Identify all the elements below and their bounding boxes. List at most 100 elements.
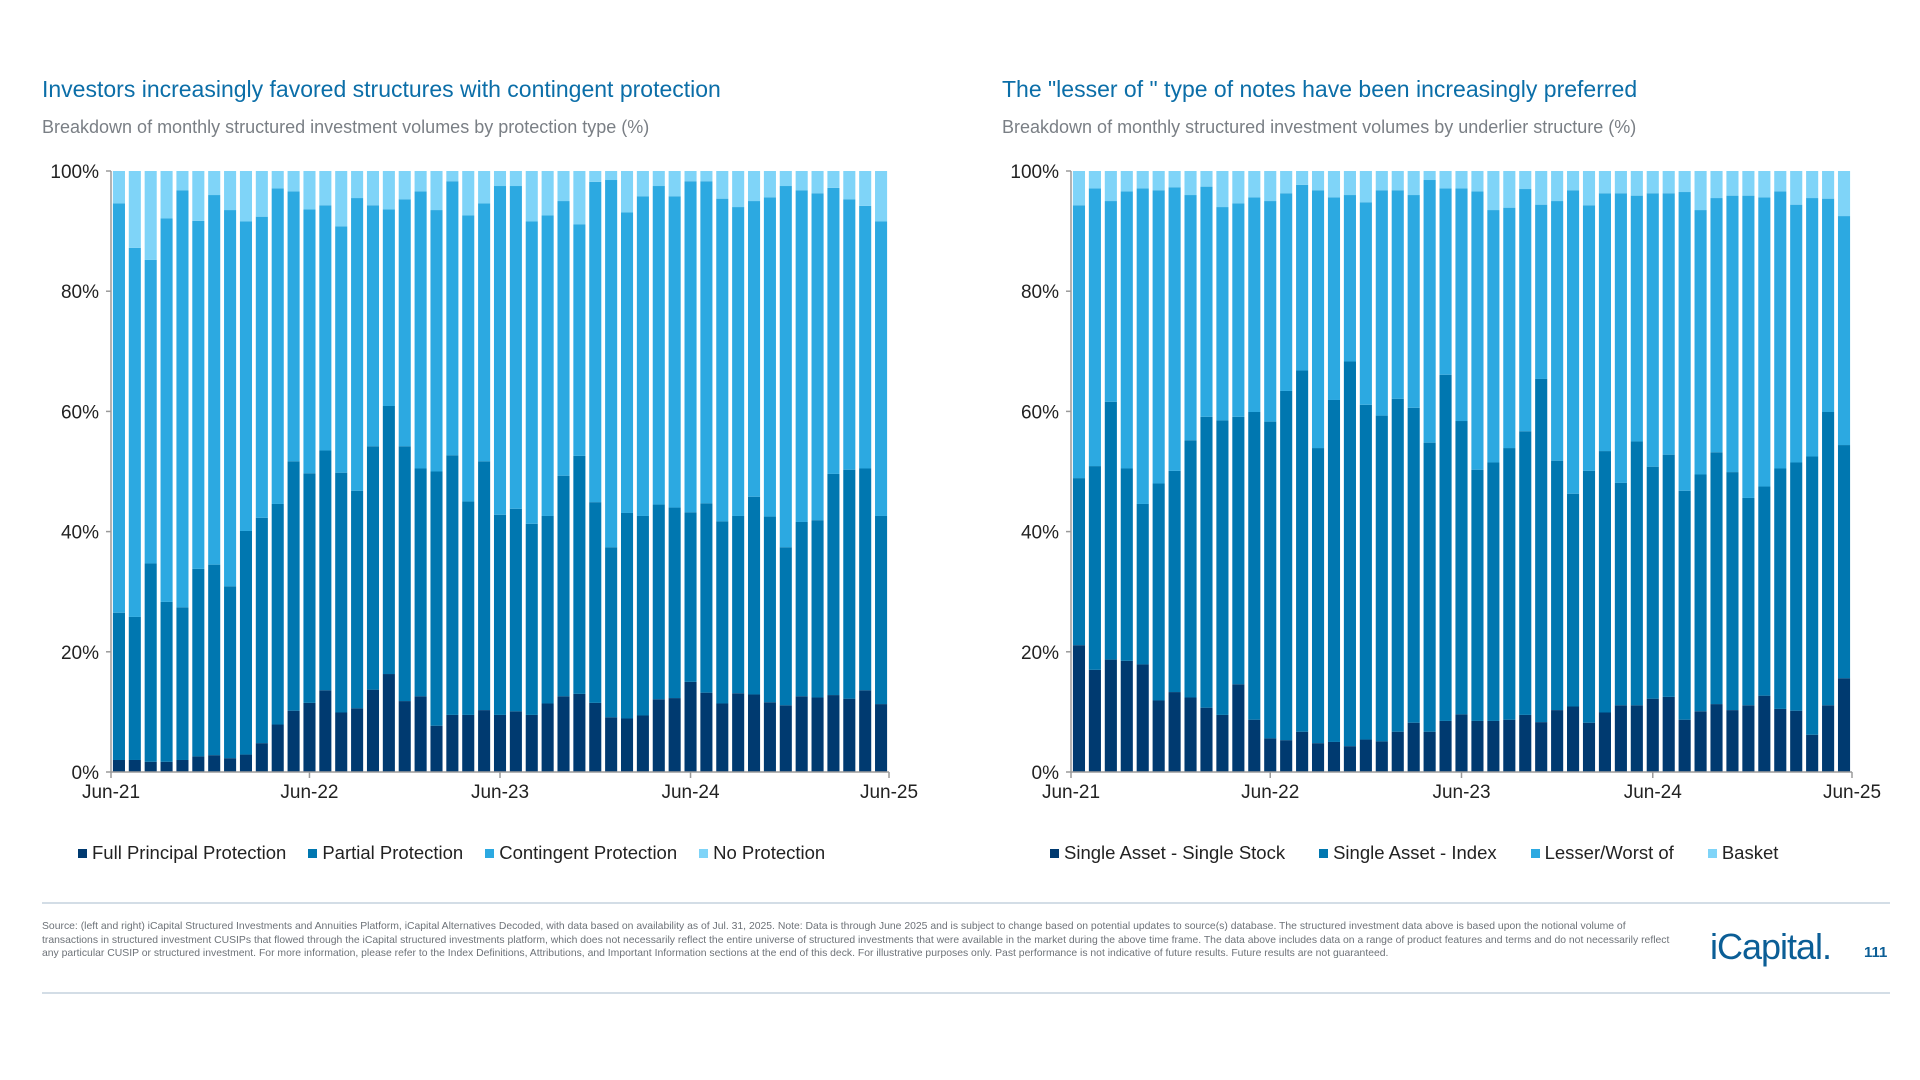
bar-segment-partial-protection (287, 461, 300, 711)
x-tick-label: Jun-23 (471, 782, 529, 803)
bar-segment-contingent-protection (160, 218, 173, 602)
legend-swatch (78, 848, 87, 858)
bar-segment-full-principal-protection (255, 743, 268, 772)
x-tick-label: Jun-25 (860, 782, 918, 803)
bar-Oct-24 (748, 171, 761, 772)
x-tick-label: Jun-25 (1823, 782, 1881, 803)
bar-segment-partial-protection (525, 523, 538, 715)
bar-segment-partial-protection (636, 515, 649, 716)
bar-segment-partial-protection (748, 496, 761, 695)
bar-segment-contingent-protection (748, 201, 761, 497)
bar-segment-no-protection (430, 171, 443, 211)
bar-segment-single-asset-index (1822, 412, 1835, 706)
bar-Mar-24 (636, 171, 649, 772)
bar-segment-basket (1088, 171, 1101, 189)
bar-segment-no-protection (271, 171, 284, 189)
bar-segment-full-principal-protection (446, 714, 459, 772)
bar-segment-no-protection (208, 171, 221, 196)
bar-segment-basket (1614, 171, 1627, 194)
bar-segment-single-asset-index (1248, 412, 1261, 720)
bar-segment-partial-protection (843, 469, 856, 699)
bar-segment-lesser-worst-of (1503, 207, 1516, 449)
bar-segment-single-asset-single-stock (1280, 740, 1293, 772)
bar-segment-single-asset-single-stock (1455, 714, 1468, 772)
bar-segment-single-asset-single-stock (1822, 705, 1835, 772)
bar-segment-no-protection (652, 171, 665, 187)
bar-Sep-22 (1311, 171, 1325, 772)
right-chart-panel: The "lesser of " type of notes have been… (960, 0, 1920, 880)
bar-segment-lesser-worst-of (1822, 198, 1835, 413)
bar-segment-full-principal-protection (351, 708, 364, 772)
bar-May-22 (1248, 171, 1261, 772)
bar-segment-basket (1503, 171, 1516, 208)
bar-segment-partial-protection (668, 507, 681, 699)
bar-segment-lesser-worst-of (1487, 210, 1500, 463)
legend-label: Contingent Protection (499, 842, 678, 863)
bar-segment-contingent-protection (732, 207, 745, 516)
bar-Nov-24 (763, 171, 776, 772)
y-tick-label: 80% (1021, 282, 1059, 303)
bar-segment-no-protection (224, 171, 237, 211)
bar-segment-full-principal-protection (811, 697, 824, 772)
bar-segment-full-principal-protection (271, 724, 284, 772)
bar-segment-full-principal-protection (652, 699, 665, 772)
bar-Jun-25 (875, 171, 888, 772)
bar-Apr-22 (1232, 171, 1245, 772)
bar-segment-lesser-worst-of (1646, 193, 1659, 467)
bar-segment-single-asset-index (1407, 407, 1420, 723)
bar-segment-single-asset-index (1742, 497, 1755, 706)
legend-item-single-asset-single-stock: Single Asset - Single Stock (1050, 842, 1285, 864)
bar-Jan-23 (1375, 171, 1388, 772)
legend-swatch (1707, 848, 1717, 858)
bar-segment-partial-protection (144, 563, 157, 762)
bar-segment-partial-protection (224, 586, 237, 759)
bar-Dec-24 (779, 171, 792, 772)
bar-segment-full-principal-protection (541, 703, 554, 772)
bar-segment-basket (1359, 171, 1372, 203)
footer-top-divider (42, 902, 1890, 904)
bar-Jun-22 (1264, 171, 1277, 772)
bar-Apr-23 (462, 171, 475, 772)
bar-segment-no-protection (509, 171, 522, 187)
bar-segment-partial-protection (652, 504, 665, 700)
bar-segment-lesser-worst-of (1614, 193, 1627, 483)
bar-segment-full-principal-protection (684, 681, 697, 772)
bar-segment-single-asset-single-stock (1598, 712, 1611, 772)
bar-segment-no-protection (414, 171, 427, 192)
bar-Mar-25 (1790, 171, 1803, 772)
bar-segment-basket (1774, 171, 1787, 192)
bar-segment-no-protection (239, 171, 252, 222)
bar-segment-no-protection (112, 171, 125, 204)
bar-segment-single-asset-single-stock (1439, 720, 1452, 772)
bar-segment-basket (1455, 171, 1468, 189)
bar-segment-single-asset-index (1646, 466, 1659, 699)
bar-segment-single-asset-single-stock (1248, 719, 1261, 772)
bar-Oct-21 (176, 171, 189, 772)
protection-type-stacked-bar-chart: 0% 20% 40% 60% 80% 100% Jun-21 Jun-22 Jun-23 Jun-… (50, 162, 918, 803)
bar-segment-partial-protection (620, 512, 634, 719)
bar-segment-partial-protection (493, 514, 507, 715)
bar-Jun-23 (1455, 171, 1468, 772)
bar-segment-single-asset-index (1088, 466, 1101, 670)
bar-segment-partial-protection (859, 468, 872, 691)
legend-swatch (1050, 848, 1059, 858)
bar-segment-lesser-worst-of (1710, 198, 1723, 453)
bar-segment-contingent-protection (144, 259, 157, 564)
bar-segment-no-protection (351, 171, 364, 199)
bar-segment-contingent-protection (589, 181, 602, 503)
bar-segment-contingent-protection (430, 210, 443, 472)
bar-segment-single-asset-index (1391, 398, 1404, 732)
bar-segment-contingent-protection (557, 201, 570, 476)
bar-Jul-22 (319, 171, 332, 772)
bar-segment-single-asset-index (1232, 416, 1245, 685)
y-tick-label: 80% (61, 282, 99, 303)
legend-item-partial-protection: Partial Protection (308, 842, 463, 864)
bar-Jul-23 (509, 171, 522, 772)
page-number: 111 (1864, 944, 1888, 961)
bar-segment-basket (1296, 171, 1309, 185)
bar-segment-partial-protection (335, 472, 348, 713)
bar-segment-partial-protection (541, 515, 554, 704)
bar-segment-basket (1264, 171, 1277, 202)
bar-May-24 (1630, 171, 1643, 772)
bar-Nov-23 (573, 171, 586, 772)
